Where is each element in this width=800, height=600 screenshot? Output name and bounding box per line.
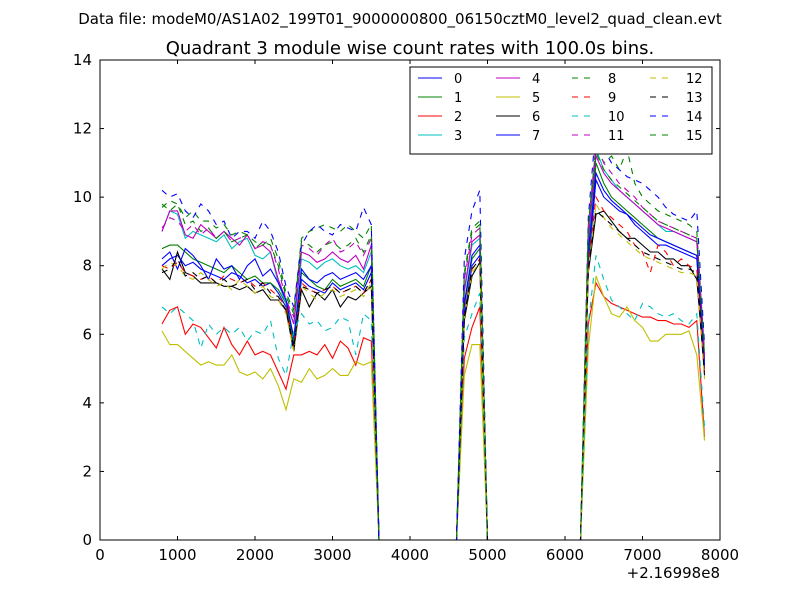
x-tick-label: 3000 [313, 546, 351, 564]
series-line-8 [161, 143, 706, 541]
legend-label-11: 11 [608, 129, 625, 144]
y-tick-label: 8 [82, 257, 92, 275]
x-tick-label: 2000 [236, 546, 274, 564]
legend-label-8: 8 [608, 72, 616, 87]
legend-label-14: 14 [686, 110, 703, 125]
legend-label-1: 1 [454, 91, 462, 106]
y-tick-label: 12 [73, 120, 92, 138]
legend-label-7: 7 [532, 129, 540, 144]
x-tick-label: 6000 [546, 546, 584, 564]
legend-label-2: 2 [454, 110, 462, 125]
x-tick-label: 4000 [391, 546, 429, 564]
legend-label-0: 0 [454, 72, 462, 87]
legend-frame [409, 66, 713, 155]
x-offset-label: +2.16998e8 [627, 564, 720, 582]
y-tick-label: 0 [82, 531, 92, 549]
x-axis: 0 1000 2000 3000 4000 5000 6000 7000 8000 [95, 60, 739, 564]
x-tick-label: 7000 [623, 546, 661, 564]
y-tick-label: 4 [82, 394, 92, 412]
series-line-12 [161, 202, 706, 541]
chart-title: Quadrant 3 module wise count rates with … [166, 38, 655, 59]
legend-label-6: 6 [532, 110, 540, 125]
legend-label-15: 15 [686, 129, 703, 144]
legend-label-10: 10 [608, 110, 625, 125]
x-tick-label: 0 [95, 546, 105, 564]
x-tick-label: 1000 [158, 546, 196, 564]
legend-label-12: 12 [686, 72, 703, 87]
y-tick-label: 14 [73, 51, 92, 69]
x-tick-label: 5000 [468, 546, 506, 564]
y-tick-label: 2 [82, 462, 92, 480]
legend-label-4: 4 [532, 72, 540, 87]
suptitle: Data file: modeM0/AS1A02_199T01_90000008… [78, 10, 722, 29]
series-line-15 [161, 150, 706, 541]
series-line-9 [161, 195, 706, 541]
legend-label-9: 9 [608, 91, 616, 106]
legend-label-5: 5 [532, 91, 540, 106]
legend-label-13: 13 [686, 91, 703, 106]
x-tick-label: 8000 [701, 546, 739, 564]
y-tick-label: 6 [82, 325, 92, 343]
y-tick-label: 10 [73, 188, 92, 206]
legend-label-3: 3 [454, 129, 462, 144]
